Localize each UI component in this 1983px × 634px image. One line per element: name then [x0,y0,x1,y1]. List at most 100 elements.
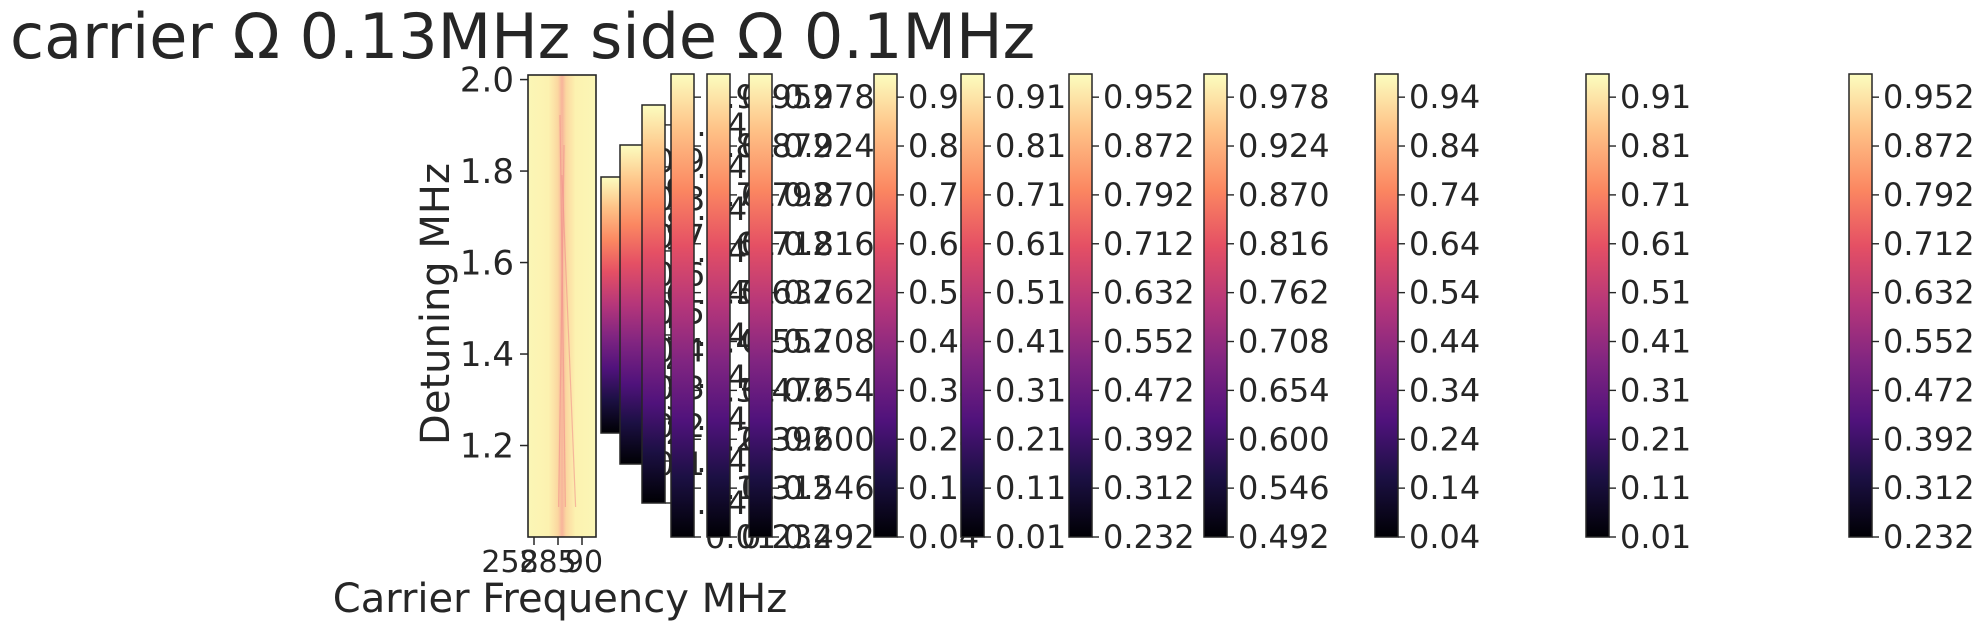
colorbar-tick-label: 0.71 [1620,176,1691,214]
colorbar-tick-label: 0.312 [1103,469,1195,507]
colorbar-tick-label: 0.81 [1620,127,1691,165]
colorbar-tick-label: 0.816 [783,225,875,263]
colorbar-tick-label: 0.11 [995,469,1066,507]
colorbar-gradient [749,74,772,537]
colorbar-gradient [1069,74,1092,537]
colorbar-tick-label: 0.792 [1883,176,1975,214]
colorbar-frame [748,73,773,538]
colorbar-tick-label: 0.21 [995,420,1066,458]
colorbar-tick-label: 0.872 [1883,127,1975,165]
colorbar-frame [706,73,731,538]
colorbar-tick-label: 0.41 [995,323,1066,361]
colorbar-tick-label: 0.546 [1238,469,1330,507]
x-tick-label: 90 [565,545,603,580]
colorbar: 0.978 0.924 0.870 0.816 0.762 0.708 0.654 0.600… [1203,73,1330,556]
colorbar-gradient [620,145,643,464]
colorbar-tick-label: 0.708 [1238,323,1330,361]
colorbar-tick-label: 0.21 [1620,420,1691,458]
colorbar-frame [670,73,695,538]
colorbar-tick-label: 0.31 [995,371,1066,409]
colorbar-tick-label: 0.546 [783,469,875,507]
colorbar-tick-label: 0.708 [783,323,875,361]
y-axis-label: Detuning MHz [413,163,459,445]
colorbar-tick-label: 0.632 [1883,274,1975,312]
colorbar-gradient [1849,74,1872,537]
colorbar-tick-label: 0.792 [1103,176,1195,214]
colorbar-tick-label: 0.74 [1409,176,1480,214]
colorbar-tick-label: 0.04 [1409,518,1480,556]
colorbar-tick-label: 0.392 [1883,420,1975,458]
colorbar-tick-label: 0.472 [1103,371,1195,409]
colorbar-tick-label: 0.762 [783,274,875,312]
colorbar-gradient [642,105,665,503]
colorbar-tick-label: 0.492 [1238,518,1330,556]
colorbar-tick-label: 0.91 [995,78,1066,116]
colorbar-tick-label: 0.84 [1409,127,1480,165]
colorbar-tick-label: 0.51 [1620,274,1691,312]
colorbar-tick-label: 0.978 [783,78,875,116]
colorbar: 0.952 0.872 0.792 0.712 0.632 0.552 0.472 0.392… [1848,73,1975,556]
colorbar-tick-label: 0.924 [1238,127,1330,165]
y-tick-label: 1.2 [460,427,514,467]
colorbar-tick-label: 0.31 [1620,371,1691,409]
colorbar-frame [1203,73,1228,538]
colorbar-tick-label: 0.64 [1409,225,1480,263]
colorbar-frame [1374,73,1399,538]
heatmap-streak [561,174,577,508]
colorbar-tick-label: 0.54 [1409,274,1480,312]
colorbar-tick-label: 0.654 [783,371,875,409]
colorbar-tick-label: 0.01 [1620,518,1691,556]
colorbar-frame [1848,73,1873,538]
colorbar-gradient [601,177,624,433]
colorbar-tick-label: 0.44 [1409,323,1480,361]
x-tick-label: 258 [481,545,538,580]
y-tick-label: 1.6 [460,244,514,284]
colorbar-frame [873,73,898,538]
colorbar-tick-label: 0.24 [1409,420,1480,458]
colorbar-tick-label: 0.232 [1103,518,1195,556]
colorbar-tick-label: 0.71 [995,176,1066,214]
colorbar-frame [641,104,666,504]
colorbar-tick-label: 0.600 [1238,420,1330,458]
colorbar-tick-label: 0.762 [1238,274,1330,312]
colorbar-tick-label: 0.952 [1103,78,1195,116]
colorbar-tick-label: 0.312 [1883,469,1975,507]
colorbar-tick-label: 0.632 [1103,274,1195,312]
colorbar-gradient [961,74,984,537]
x-tick-label: 285 [519,545,576,580]
colorbar-tick-label: 0.552 [1883,323,1975,361]
colorbar-tick-label: 0.11 [1620,469,1691,507]
colorbar-tick-label: 0.552 [1103,323,1195,361]
colorbar-tick-label: 0.924 [783,127,875,165]
colorbar-tick-label: 0.978 [1238,78,1330,116]
colorbar-tick-label: 0.492 [783,518,875,556]
colorbar-tick-label: 0.94 [1409,78,1480,116]
colorbar-tick-label: 0.14 [1409,469,1480,507]
colorbar-tick-label: 0.472 [1883,371,1975,409]
colorbar-gradient [671,74,694,537]
colorbar-tick-label: 0.600 [783,420,875,458]
colorbar-tick-label: 0.952 [1883,78,1975,116]
colorbar-tick-label: 0.872 [1103,127,1195,165]
y-tick-label: 1.8 [460,152,514,192]
colorbar-tick-label: 0.870 [783,176,875,214]
colorbar-gradient [874,74,897,537]
colorbar-tick-label: 0.01 [995,518,1066,556]
x-axis-label: Carrier Frequency MHz [333,576,787,622]
colorbar-gradient [1375,74,1398,537]
colorbar-frame [1585,73,1610,538]
colorbar-gradient [707,74,730,537]
colorbar-tick-label: 0.816 [1238,225,1330,263]
colorbar-tick-label: 0.232 [1883,518,1975,556]
colorbar: 0.94 0.84 0.74 0.64 0.54 0.44 0.34 0.24 0.14 0.04 [1374,73,1480,556]
heatmap-frame [527,74,597,538]
colorbar-tick-label: 0.61 [1620,225,1691,263]
chart-title: carrier Ω 0.13MHz side Ω 0.1MHz [10,0,1035,73]
colorbar-tick-label: 0.712 [1883,225,1975,263]
colorbar-gradient [1204,74,1227,537]
colorbar-tick-label: 0.51 [995,274,1066,312]
colorbar-tick-label: 0.392 [1103,420,1195,458]
colorbar-tick-label: 0.41 [1620,323,1691,361]
y-tick-label: 1.4 [460,335,514,375]
